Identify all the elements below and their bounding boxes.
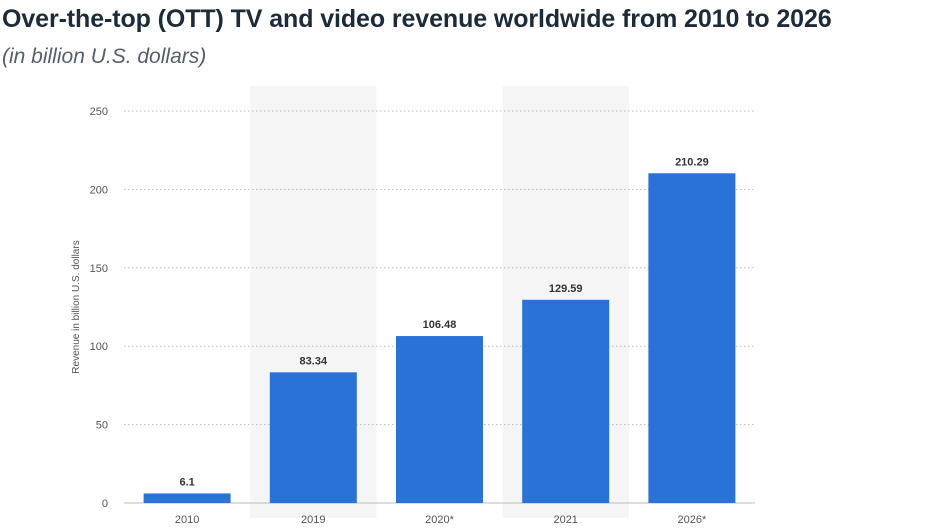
bar[interactable] bbox=[269, 372, 357, 503]
x-axis-ticks: 2010 2019 2020* 2021 2026* bbox=[175, 514, 707, 526]
y-tick-label: 0 bbox=[102, 498, 108, 510]
value-label: 129.59 bbox=[549, 283, 583, 295]
value-label: 6.1 bbox=[179, 476, 194, 488]
y-tick-label: 200 bbox=[90, 184, 108, 196]
y-axis-ticks: 0 50 100 150 200 250 bbox=[90, 106, 108, 510]
value-label: 83.34 bbox=[300, 355, 328, 367]
x-tick-label: 2020* bbox=[425, 514, 454, 526]
chart-subtitle: (in billion U.S. dollars) bbox=[2, 45, 207, 68]
value-label: 210.29 bbox=[675, 156, 709, 168]
bar[interactable] bbox=[522, 299, 610, 503]
x-tick-label: 2026* bbox=[678, 514, 707, 526]
bars bbox=[143, 173, 736, 504]
x-tick-label: 2019 bbox=[301, 514, 325, 526]
x-tick-label: 2010 bbox=[175, 514, 199, 526]
value-label: 106.48 bbox=[423, 319, 457, 331]
bar[interactable] bbox=[648, 173, 736, 504]
y-tick-label: 100 bbox=[90, 341, 108, 353]
chart-title: Over-the-top (OTT) TV and video revenue … bbox=[2, 5, 832, 33]
x-tick-label: 2021 bbox=[553, 514, 577, 526]
y-tick-label: 250 bbox=[90, 106, 108, 118]
y-tick-label: 50 bbox=[96, 420, 108, 432]
bar[interactable] bbox=[143, 493, 231, 503]
y-tick-label: 150 bbox=[90, 263, 108, 275]
y-axis-title: Revenue in billion U.S. dollars bbox=[71, 240, 82, 373]
bar[interactable] bbox=[396, 336, 483, 503]
value-labels: 6.1 83.34 106.48 129.59 210.29 bbox=[179, 156, 708, 488]
